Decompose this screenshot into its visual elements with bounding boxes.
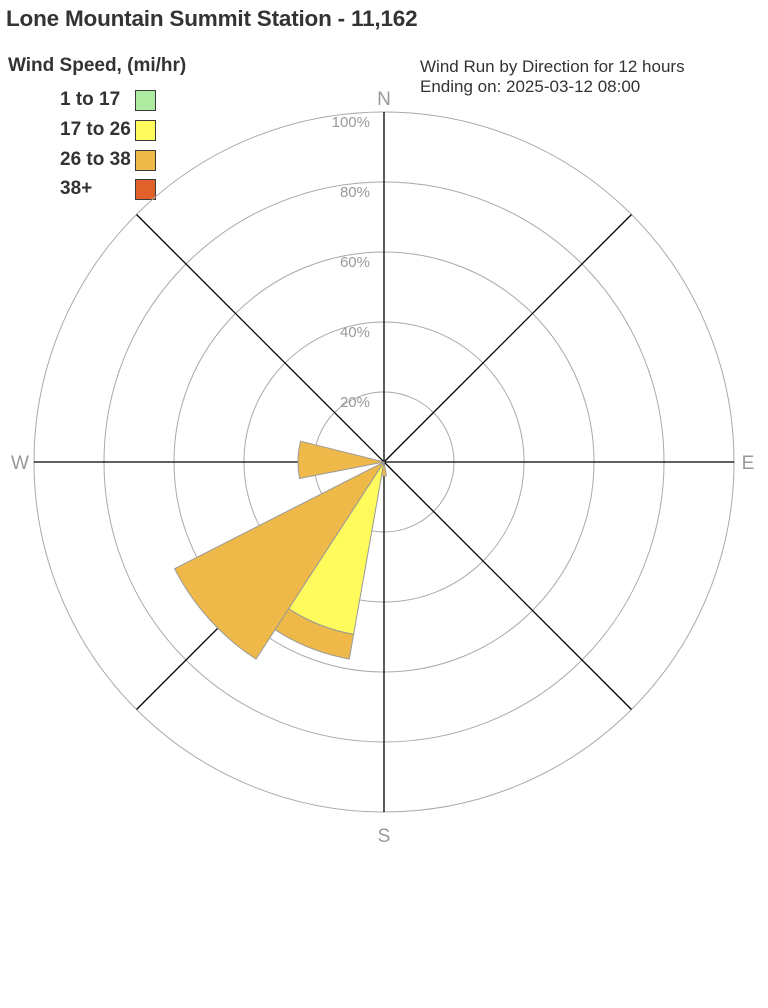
svg-text:20%: 20% bbox=[340, 394, 370, 411]
svg-text:100%: 100% bbox=[332, 114, 370, 131]
svg-text:60%: 60% bbox=[340, 254, 370, 271]
svg-text:E: E bbox=[742, 453, 755, 474]
svg-text:S: S bbox=[378, 826, 391, 847]
svg-text:80%: 80% bbox=[340, 184, 370, 201]
svg-text:40%: 40% bbox=[340, 324, 370, 341]
svg-text:N: N bbox=[377, 89, 391, 110]
svg-text:W: W bbox=[11, 453, 29, 474]
